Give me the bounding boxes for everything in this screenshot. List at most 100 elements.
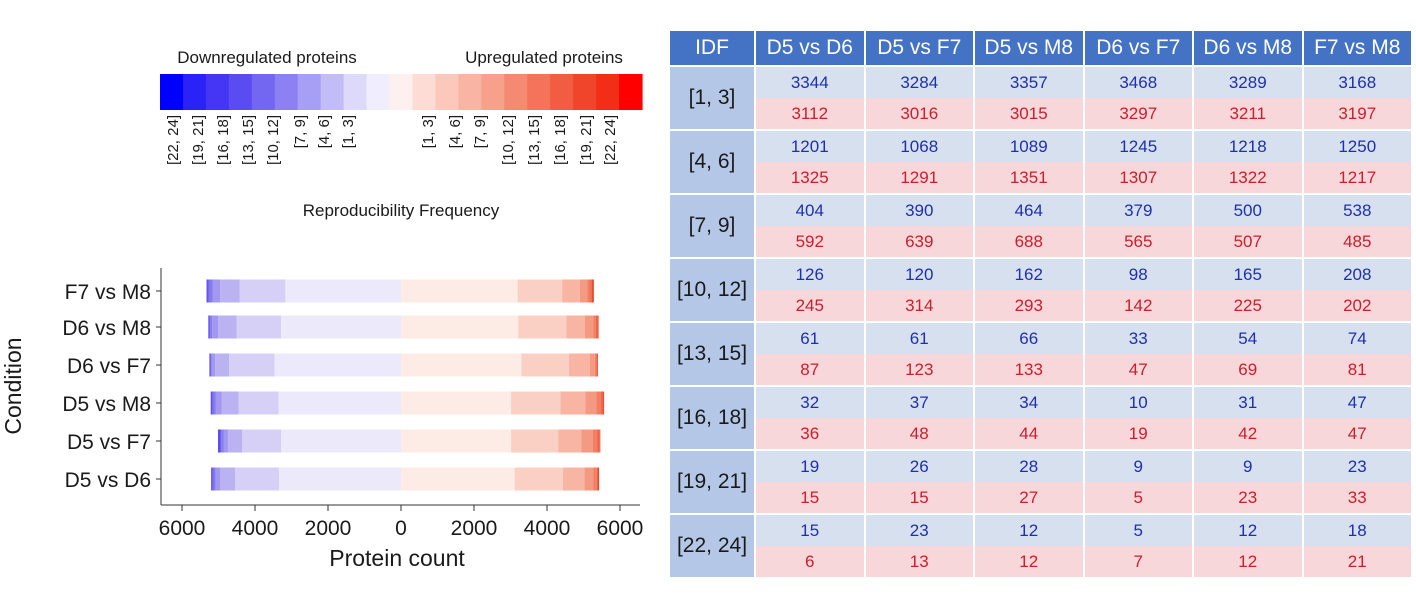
bar-segment-up <box>558 429 582 453</box>
colorbar-tick-label: [4, 6] <box>316 115 333 148</box>
bar-segment-down <box>228 353 275 377</box>
upregulated-count-cell: 688 <box>973 226 1085 259</box>
table-row-down: [10, 12] 126 120 162 98 165 208 <box>668 258 1413 323</box>
bar-segment-up <box>592 429 598 453</box>
idf-table-panel: IDF D5 vs D6 D5 vs F7 D5 vs M8 D6 vs F7 … <box>668 29 1413 597</box>
downregulated-count-cell: 390 <box>863 194 975 226</box>
bar-segment-down <box>219 429 222 453</box>
header-d5-vs-d6: D5 vs D6 <box>754 29 866 67</box>
bar-segment-down <box>210 353 212 377</box>
y-tick-label: D5 vs F7 <box>67 431 151 454</box>
downregulated-count-cell: 1218 <box>1192 130 1304 162</box>
bar-segment-up <box>599 429 600 453</box>
colorbar-swatch <box>550 74 574 110</box>
bar-segment-down <box>209 279 213 303</box>
downregulated-count-cell: 3468 <box>1082 66 1194 98</box>
colorbar-swatch <box>182 74 207 110</box>
bar-segment-up <box>596 391 602 415</box>
downregulated-count-cell: 9 <box>1192 450 1304 482</box>
idf-range-cell: [4, 6] <box>668 130 756 195</box>
bar-segment-up <box>562 279 580 303</box>
bar-segment-up <box>597 315 599 339</box>
bar-segment-up <box>401 315 519 339</box>
header-d5-vs-m8: D5 vs M8 <box>973 29 1085 67</box>
bar-segment-down <box>209 353 210 377</box>
bar-segment-up <box>595 315 598 339</box>
colorbar-tick-label: [7, 9] <box>472 115 489 148</box>
colorbar-tick-label: [22, 24] <box>165 115 182 165</box>
bar-segment-down <box>206 279 208 303</box>
downregulated-count-cell: 32 <box>754 386 866 418</box>
table-row-up: 6 13 12 7 12 21 <box>669 546 1413 579</box>
x-tick-label: 2000 <box>305 517 352 540</box>
upregulated-count-cell: 1307 <box>1082 162 1194 195</box>
bar-segment-up <box>597 353 598 377</box>
bar-segment-down <box>213 391 216 415</box>
bar-segment-up <box>560 391 586 415</box>
header-idf: IDF <box>668 29 756 67</box>
bar-segment-down <box>221 391 239 415</box>
bar-segment-down <box>223 429 228 453</box>
downregulated-count-cell: 61 <box>863 322 975 354</box>
downregulated-count-cell: 33 <box>1082 322 1194 354</box>
table-row-down: [22, 24] 15 23 12 5 12 18 <box>668 514 1413 579</box>
bar-segment-up <box>590 279 592 303</box>
colorbar-swatch <box>458 74 482 110</box>
bar-segment-up <box>584 467 594 491</box>
y-tick-label: D6 vs F7 <box>67 355 151 378</box>
bar-segment-down <box>281 429 401 453</box>
bar-segment-down <box>220 467 236 491</box>
colorbar-tick-label: [16, 18] <box>552 115 569 165</box>
table-row-up: 15 15 27 5 23 33 <box>669 482 1413 515</box>
upregulated-count-cell: 48 <box>863 418 975 451</box>
upregulated-count-cell: 27 <box>973 482 1085 515</box>
upregulated-count-cell: 3211 <box>1192 98 1304 131</box>
bar-segment-down <box>215 353 229 377</box>
upregulated-count-cell: 565 <box>1082 226 1194 259</box>
upregulated-count-cell: 3197 <box>1301 98 1413 131</box>
x-tick-label: 6000 <box>159 517 206 540</box>
y-tick-label: F7 vs M8 <box>65 281 151 304</box>
upregulated-count-cell: 7 <box>1082 546 1194 579</box>
colorbar-swatch <box>596 74 620 110</box>
bar-segment-down <box>218 315 237 339</box>
bar-segment-down <box>285 279 401 303</box>
bar-segment-up <box>401 429 512 453</box>
upregulated-count-cell: 12 <box>1192 546 1304 579</box>
bar-segment-down <box>215 467 221 491</box>
upregulated-count-cell: 225 <box>1192 290 1304 323</box>
downregulated-count-cell: 3168 <box>1301 66 1413 98</box>
downregulated-count-cell: 165 <box>1192 258 1304 290</box>
bar-segment-down <box>211 467 213 491</box>
bar-segment-up <box>589 353 595 377</box>
upregulated-count-cell: 6 <box>754 546 866 579</box>
downregulated-count-cell: 379 <box>1082 194 1194 226</box>
downregulated-count-cell: 3357 <box>973 66 1085 98</box>
colorbar-swatch <box>205 74 230 110</box>
colorbar-swatch <box>527 74 551 110</box>
bar-segment-up <box>511 429 559 453</box>
x-tick-label: 4000 <box>232 517 279 540</box>
upregulated-count-cell: 142 <box>1082 290 1194 323</box>
y-tick-label: D5 vs M8 <box>62 393 151 416</box>
bar-segment-down <box>278 467 401 491</box>
bar-segment-up <box>401 391 512 415</box>
table-row-down: [16, 18] 32 37 34 10 31 47 <box>668 386 1413 451</box>
upregulated-count-cell: 44 <box>973 418 1085 451</box>
upregulated-count-cell: 42 <box>1192 418 1304 451</box>
bar-segment-up <box>603 391 605 415</box>
bar-segment-down <box>211 467 212 491</box>
idf-range-cell: [22, 24] <box>668 514 756 579</box>
bar-segment-up <box>511 391 561 415</box>
colorbar-swatch <box>274 74 299 110</box>
colorbar-swatch <box>412 74 437 110</box>
bar-segment-down <box>239 279 286 303</box>
header-f7-vs-m8: F7 vs M8 <box>1301 29 1413 67</box>
y-tick-label: D6 vs M8 <box>62 317 151 340</box>
bar-segment-up <box>401 467 515 491</box>
colorbar-tick-label: [4, 6] <box>447 115 464 148</box>
upregulated-count-cell: 1325 <box>754 162 866 195</box>
downregulated-label: Downregulated proteins <box>177 48 357 67</box>
colorbar-tick-label: [16, 18] <box>215 115 232 165</box>
bar-segment-up <box>593 315 596 339</box>
